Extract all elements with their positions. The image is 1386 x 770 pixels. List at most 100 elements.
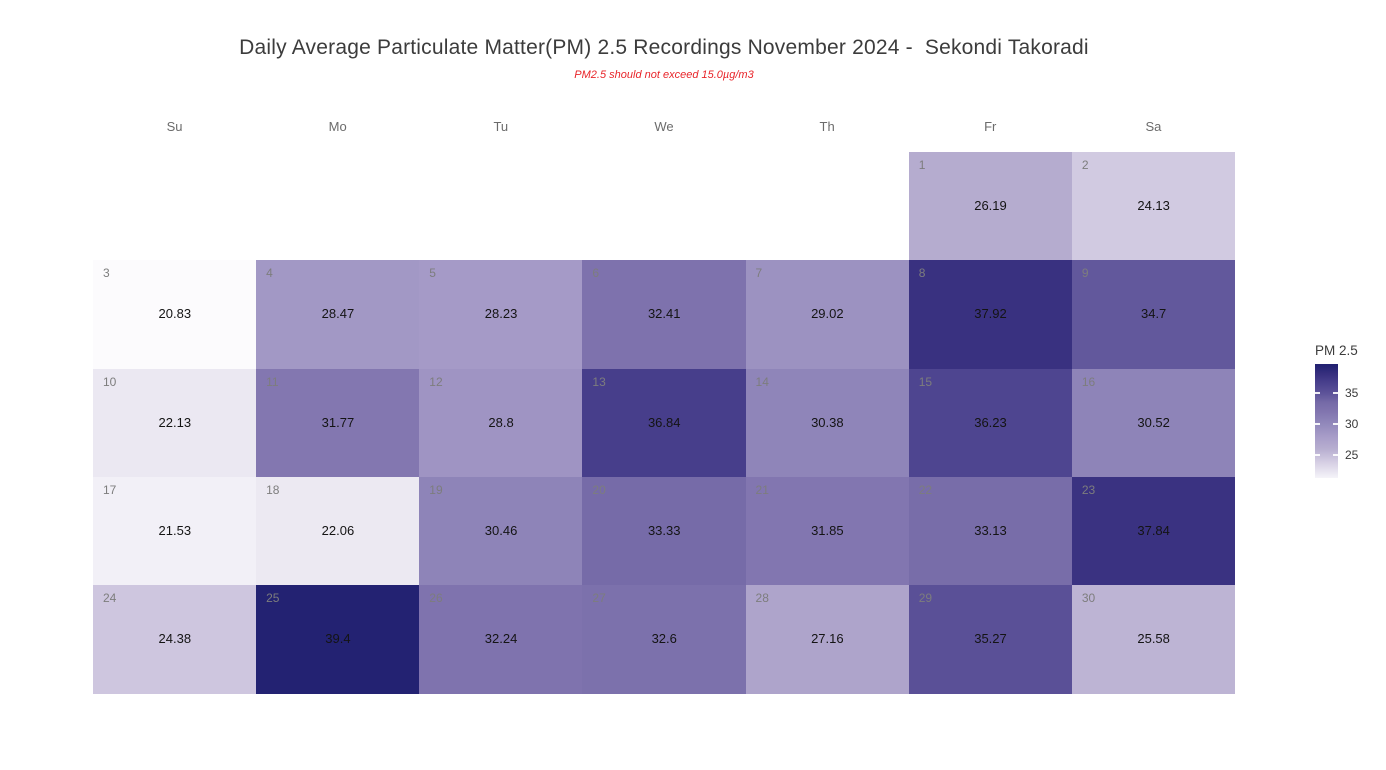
cell-value: 29.02 bbox=[811, 306, 844, 322]
chart-subtitle: PM2.5 should not exceed 15.0µg/m3 bbox=[574, 69, 754, 81]
calendar-cell-day-24: 24 24.38 bbox=[93, 585, 257, 694]
cell-value: 22.06 bbox=[321, 522, 355, 538]
day-number: 10 bbox=[103, 374, 117, 389]
cell-value: 30.38 bbox=[811, 414, 844, 430]
cell-value: 37.92 bbox=[974, 306, 1007, 322]
legend-tick-mark bbox=[1315, 423, 1320, 426]
calendar-cell-day-30: 30 25.58 bbox=[1071, 585, 1236, 694]
cell-value: 32.24 bbox=[484, 631, 518, 647]
cell-value: 32.41 bbox=[647, 306, 681, 322]
legend-tick-label: 25 bbox=[1345, 448, 1359, 463]
legend-gradient-bar bbox=[1315, 364, 1338, 478]
calendar-cell-day-23: 23 37.84 bbox=[1071, 476, 1236, 586]
calendar-cell-day-11: 11 31.77 bbox=[256, 368, 420, 478]
calendar-cell-day-28: 28 27.16 bbox=[745, 585, 910, 694]
day-number: 3 bbox=[103, 266, 110, 281]
calendar-cell-day-19: 19 30.46 bbox=[419, 476, 583, 586]
cell-value: 33.33 bbox=[647, 522, 681, 538]
day-number: 1 bbox=[918, 158, 926, 172]
calendar-cell-day-16: 16 30.52 bbox=[1071, 368, 1236, 478]
day-number: 25 bbox=[266, 591, 280, 606]
legend-tick-mark bbox=[1315, 392, 1320, 395]
weekday-label-tu: Tu bbox=[493, 119, 509, 134]
calendar-cell-day-8: 8 37.92 bbox=[908, 260, 1073, 370]
cell-value: 32.6 bbox=[651, 631, 677, 647]
day-number: 28 bbox=[755, 591, 769, 606]
cell-value: 22.13 bbox=[158, 414, 192, 430]
calendar-cell-day-3: 3 20.83 bbox=[93, 260, 257, 370]
calendar-cell-day-25: 25 39.4 bbox=[256, 585, 420, 694]
calendar-cell-day-18: 18 22.06 bbox=[256, 476, 420, 586]
cell-value: 31.85 bbox=[811, 522, 844, 538]
calendar-cell-day-1: 1 26.19 bbox=[908, 152, 1073, 261]
day-number: 17 bbox=[103, 482, 117, 497]
calendar-cell-day-27: 27 32.6 bbox=[582, 585, 747, 694]
day-number: 20 bbox=[592, 482, 606, 497]
calendar-cell-day-14: 14 30.38 bbox=[745, 368, 910, 478]
legend-tick-mark bbox=[1333, 392, 1338, 395]
calendar-cell-day-26: 26 32.24 bbox=[419, 585, 583, 694]
calendar-cell-day-4: 4 28.47 bbox=[256, 260, 420, 370]
cell-value: 30.46 bbox=[484, 522, 518, 538]
day-number: 18 bbox=[266, 482, 280, 497]
day-number: 16 bbox=[1081, 374, 1096, 389]
calendar-cell-day-9: 9 34.7 bbox=[1071, 260, 1236, 370]
day-number: 19 bbox=[429, 482, 443, 497]
day-number: 11 bbox=[266, 374, 279, 389]
day-number: 21 bbox=[755, 482, 769, 497]
day-number: 30 bbox=[1081, 591, 1096, 606]
cell-value: 24.13 bbox=[1137, 198, 1170, 213]
cell-value: 28.23 bbox=[484, 306, 518, 322]
cell-value: 36.23 bbox=[974, 414, 1007, 430]
day-number: 22 bbox=[918, 482, 933, 497]
day-number: 7 bbox=[755, 266, 763, 281]
cell-value: 37.84 bbox=[1137, 522, 1170, 538]
legend-tick-mark bbox=[1333, 454, 1338, 457]
day-number: 13 bbox=[592, 374, 606, 389]
day-number: 8 bbox=[918, 266, 926, 281]
cell-value: 39.4 bbox=[325, 631, 351, 647]
cell-value: 21.53 bbox=[158, 522, 192, 538]
day-number: 26 bbox=[429, 591, 443, 606]
day-number: 12 bbox=[429, 374, 443, 389]
legend-tick-label: 30 bbox=[1345, 417, 1359, 432]
calendar-cell-day-15: 15 36.23 bbox=[908, 368, 1073, 478]
day-number: 5 bbox=[429, 266, 436, 281]
legend-tick-mark bbox=[1333, 423, 1338, 426]
cell-value: 31.77 bbox=[321, 414, 355, 430]
cell-value: 24.38 bbox=[158, 631, 192, 647]
cell-value: 35.27 bbox=[974, 631, 1007, 647]
day-number: 23 bbox=[1081, 482, 1096, 497]
calendar-cell-day-6: 6 32.41 bbox=[582, 260, 747, 370]
cell-value: 27.16 bbox=[811, 631, 844, 647]
weekday-label-we: We bbox=[654, 119, 674, 134]
cell-value: 28.8 bbox=[488, 414, 514, 430]
legend-tick-label: 35 bbox=[1345, 386, 1359, 401]
weekday-label-sa: Sa bbox=[1145, 119, 1162, 134]
calendar-cell-day-10: 10 22.13 bbox=[93, 368, 257, 478]
cell-value: 36.84 bbox=[647, 414, 681, 430]
day-number: 9 bbox=[1081, 266, 1089, 281]
legend-tick-mark bbox=[1315, 454, 1320, 457]
calendar-cell-day-22: 22 33.13 bbox=[908, 476, 1073, 586]
cell-value: 34.7 bbox=[1140, 306, 1167, 322]
day-number: 6 bbox=[592, 266, 600, 281]
weekday-label-su: Su bbox=[166, 119, 183, 134]
weekday-label-fr: Fr bbox=[984, 119, 997, 134]
day-number: 29 bbox=[918, 591, 933, 606]
calendar-cell-day-29: 29 35.27 bbox=[908, 585, 1073, 694]
calendar-cell-day-5: 5 28.23 bbox=[419, 260, 583, 370]
calendar-cell-day-12: 12 28.8 bbox=[419, 368, 583, 478]
cell-value: 28.47 bbox=[321, 306, 355, 322]
calendar-cell-day-7: 7 29.02 bbox=[745, 260, 910, 370]
day-number: 15 bbox=[918, 374, 933, 389]
cell-value: 30.52 bbox=[1137, 414, 1170, 430]
chart-title: Daily Average Particulate Matter(PM) 2.5… bbox=[239, 36, 1089, 59]
calendar-cell-day-13: 13 36.84 bbox=[582, 368, 747, 478]
calendar-cell-day-20: 20 33.33 bbox=[582, 476, 747, 586]
day-number: 14 bbox=[755, 374, 769, 389]
calendar-cell-day-21: 21 31.85 bbox=[745, 476, 910, 586]
weekday-label-th: Th bbox=[819, 119, 835, 134]
cell-value: 25.58 bbox=[1137, 631, 1170, 647]
